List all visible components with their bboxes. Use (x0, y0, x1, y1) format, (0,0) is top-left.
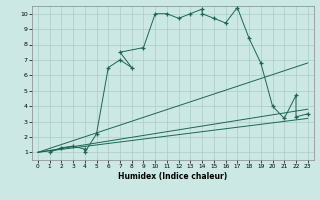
X-axis label: Humidex (Indice chaleur): Humidex (Indice chaleur) (118, 172, 228, 181)
